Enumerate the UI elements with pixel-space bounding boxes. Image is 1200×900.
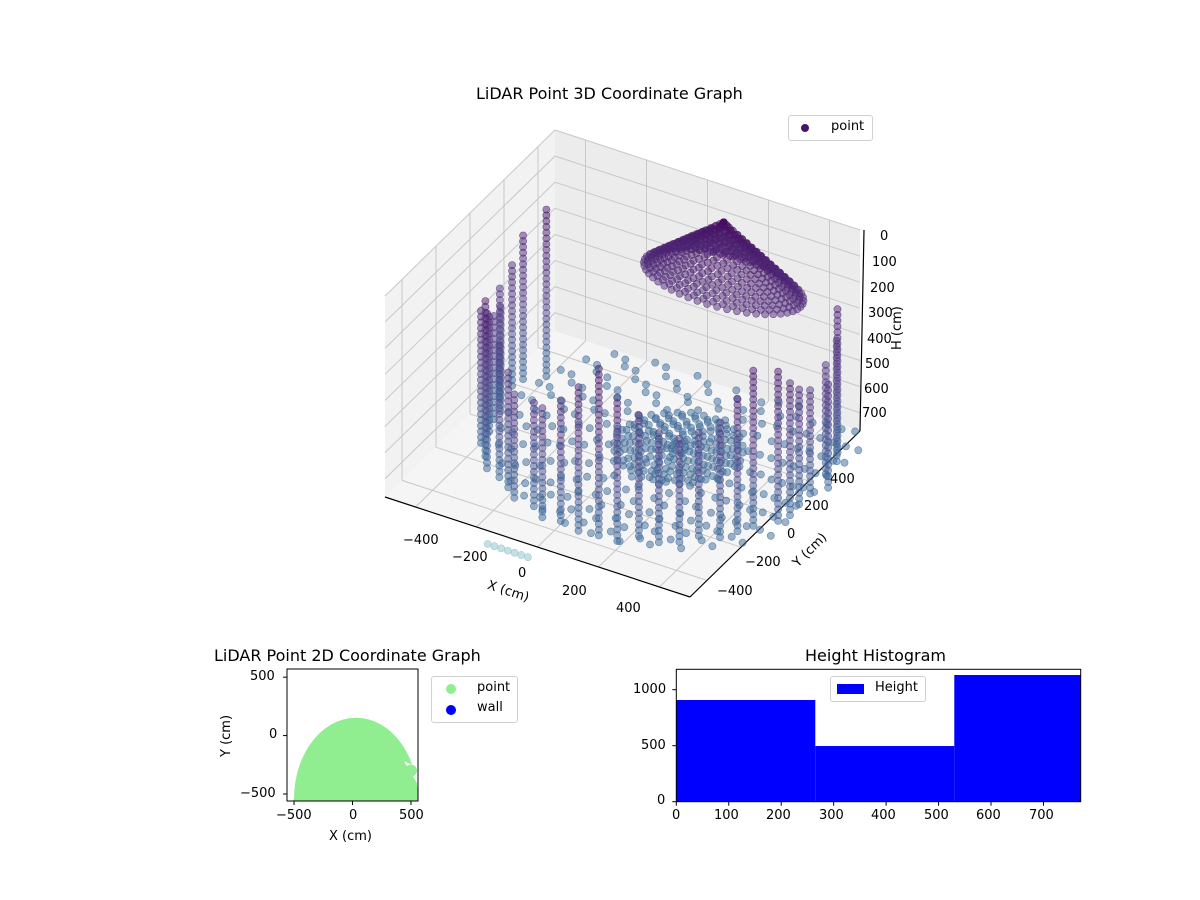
legend-wall-marker-icon [446,705,456,715]
z-tick: 600 [864,382,889,397]
legend-point-marker-icon [446,684,456,694]
legend-label: point [477,680,511,695]
legend-marker-icon [801,124,809,132]
legend-label: Height [875,680,918,695]
plot-2d-title: LiDAR Point 2D Coordinate Graph [214,646,481,665]
x-tick: 600 [976,808,1001,823]
y-tick: 0 [787,527,796,542]
y-tick: 0 [657,793,666,808]
x-tick: 0 [672,808,681,823]
y-tick: 500 [641,738,666,753]
x-axis-label: X (cm) [329,829,372,844]
z-tick: 200 [870,281,895,296]
z-axis-label: H (cm) [890,306,905,350]
plot-3d-title: LiDAR Point 3D Coordinate Graph [476,84,743,103]
x-tick: 500 [399,808,424,823]
x-tick: 400 [871,808,896,823]
plot-2d-legend: point wall [431,676,518,723]
y-tick: 1000 [633,682,667,697]
y-tick: 500 [250,669,275,684]
x-tick: 400 [616,601,641,616]
x-tick: 300 [819,808,844,823]
x-tick: 200 [562,584,587,599]
legend-swatch-icon [837,684,864,694]
z-tick: 300 [868,306,893,321]
histogram-title: Height Histogram [805,646,946,665]
y-tick: −200 [745,555,781,570]
y-tick: −500 [240,786,276,801]
x-tick: 200 [766,808,791,823]
y-tick: 400 [830,472,855,487]
z-tick: 0 [880,229,889,244]
y-tick: 200 [804,499,829,514]
z-tick: 700 [862,406,887,421]
y-axis-label: Y (cm) [219,714,234,757]
x-tick: 500 [924,808,949,823]
legend-label: wall [477,700,503,715]
histogram-legend: Height [830,676,926,702]
legend-label: point [831,119,865,134]
z-tick: 100 [872,255,897,270]
x-tick: −500 [276,808,312,823]
plot-3d-canvas [384,129,865,598]
z-tick: 400 [867,332,892,347]
x-tick: 100 [714,808,739,823]
x-tick: 0 [349,808,358,823]
x-tick: −400 [403,533,439,548]
x-tick: 700 [1029,808,1054,823]
z-tick: 500 [865,357,890,372]
plot-3d-legend: point [788,115,873,141]
y-tick: 0 [269,727,278,742]
y-tick: −400 [717,584,753,599]
x-tick: 0 [518,566,527,581]
x-tick: −200 [452,550,488,565]
